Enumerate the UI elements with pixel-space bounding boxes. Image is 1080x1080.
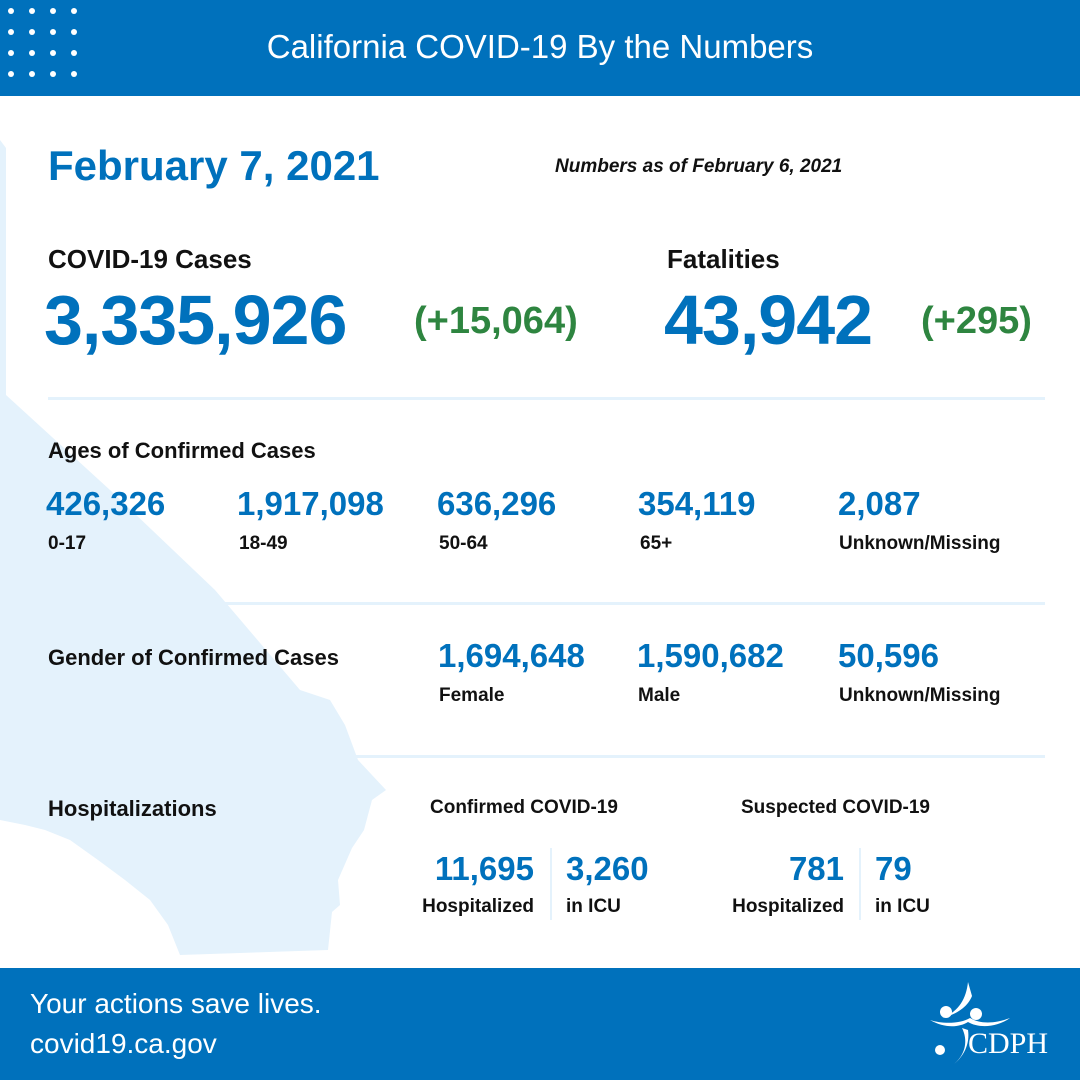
fatalities-delta: (+295)	[921, 300, 1032, 342]
gender-value-female: 1,694,648	[438, 637, 585, 674]
data-as-of-note: Numbers as of February 6, 2021	[555, 156, 843, 177]
report-date: February 7, 2021	[48, 142, 380, 189]
ages-section-title: Ages of Confirmed Cases	[48, 438, 316, 463]
suspected-icu-label: in ICU	[875, 896, 930, 917]
fatalities-label: Fatalities	[667, 244, 780, 274]
age-label-50-64: 50-64	[439, 533, 488, 554]
confirmed-icu-value: 3,260	[566, 850, 649, 887]
divider	[48, 602, 1045, 605]
gender-label-female: Female	[439, 685, 505, 706]
gender-value-unknown: 50,596	[838, 637, 939, 674]
cdph-logo-text: CDPH	[968, 1027, 1049, 1060]
age-value-50-64: 636,296	[437, 485, 557, 522]
vertical-separator	[859, 848, 861, 920]
gender-section-title: Gender of Confirmed Cases	[48, 645, 339, 670]
suspected-covid-heading: Suspected COVID-19	[741, 797, 930, 818]
age-label-18-49: 18-49	[239, 533, 288, 554]
divider	[48, 755, 1045, 758]
age-value-unknown: 2,087	[838, 485, 921, 522]
age-value-65-plus: 354,119	[638, 485, 756, 522]
confirmed-covid-heading: Confirmed COVID-19	[430, 797, 618, 818]
footer-banner: Your actions save lives. covid19.ca.gov	[0, 968, 1080, 1080]
cases-delta: (+15,064)	[414, 300, 578, 342]
hospitalizations-section-title: Hospitalizations	[48, 796, 217, 821]
confirmed-icu-label: in ICU	[566, 896, 621, 917]
dot-grid-icon	[8, 8, 84, 88]
page-title: California COVID-19 By the Numbers	[266, 28, 814, 65]
divider	[48, 397, 1045, 400]
gender-label-unknown: Unknown/Missing	[839, 685, 1001, 706]
gender-value-male: 1,590,682	[637, 637, 784, 674]
age-value-0-17: 426,326	[46, 485, 166, 522]
cases-label: COVID-19 Cases	[48, 244, 252, 274]
age-label-0-17: 0-17	[48, 533, 87, 554]
suspected-hospitalized-label: Hospitalized	[732, 896, 844, 917]
footer-tagline: Your actions save lives.	[30, 988, 322, 1019]
vertical-separator	[550, 848, 552, 920]
age-label-unknown: Unknown/Missing	[839, 533, 1001, 554]
cases-total: 3,335,926	[44, 281, 347, 359]
confirmed-hospitalized-label: Hospitalized	[422, 896, 534, 917]
header-banner: California COVID-19 By the Numbers	[0, 0, 1080, 96]
confirmed-hospitalized-value: 11,695	[434, 850, 534, 887]
fatalities-total: 43,942	[664, 281, 873, 359]
california-map-icon	[0, 140, 386, 955]
age-label-65-plus: 65+	[640, 533, 673, 554]
gender-label-male: Male	[638, 685, 681, 706]
age-value-18-49: 1,917,098	[237, 485, 384, 522]
footer-url-link[interactable]: covid19.ca.gov	[30, 1028, 217, 1059]
cdph-logo-icon	[930, 982, 1010, 1064]
suspected-hospitalized-value: 781	[788, 850, 844, 887]
suspected-icu-value: 79	[875, 850, 912, 887]
